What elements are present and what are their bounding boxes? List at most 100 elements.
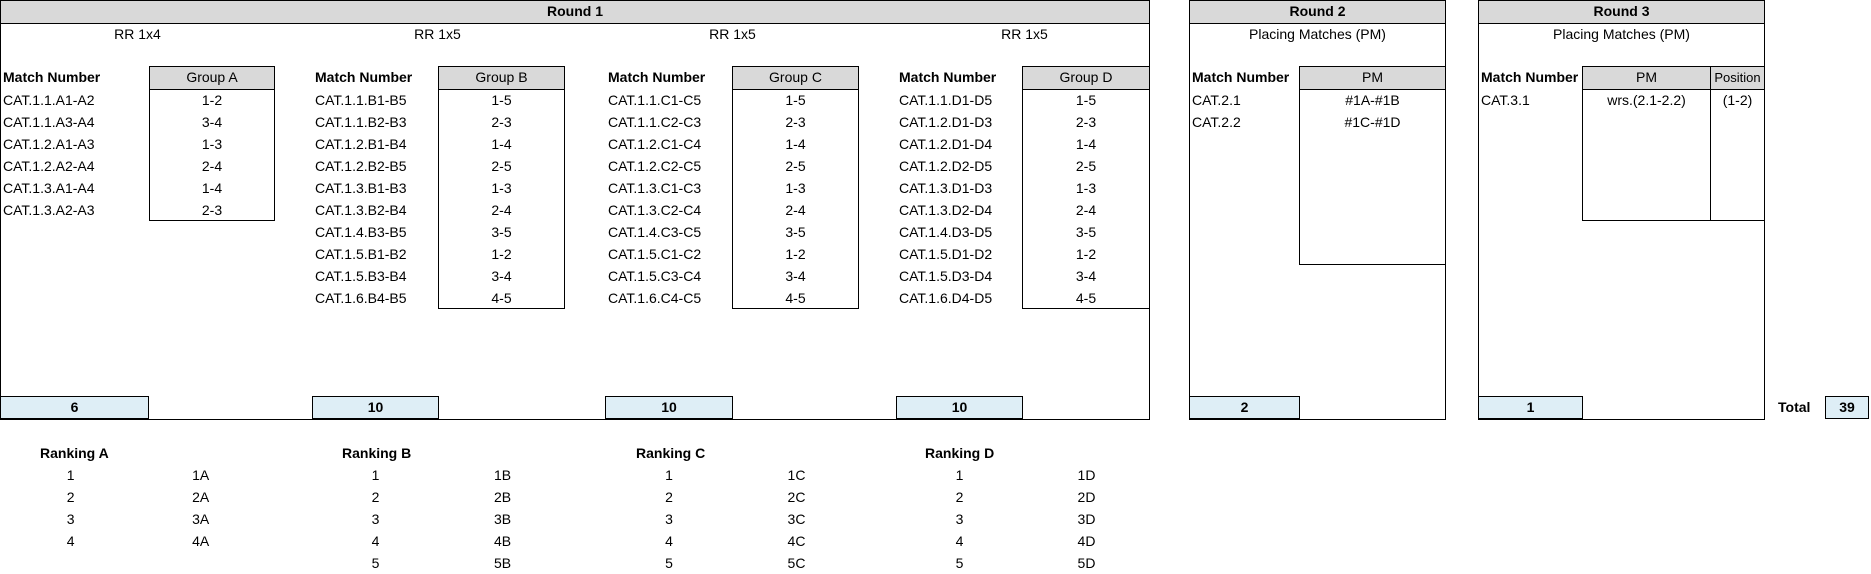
rank-seed: 3A xyxy=(192,511,210,527)
round3-subtitle: Placing Matches (PM) xyxy=(1553,26,1690,42)
match-number: CAT.1.2.C2-C5 xyxy=(608,158,702,174)
pairing: 2-3 xyxy=(491,114,512,130)
rank-seed: 2D xyxy=(1077,489,1096,505)
match-number: CAT.1.6.B4-B5 xyxy=(315,290,407,306)
rank-number: 3 xyxy=(955,511,964,527)
rank-seed: 4B xyxy=(493,533,512,549)
rank-seed: 4C xyxy=(787,533,806,549)
rank-number: 1 xyxy=(371,467,380,483)
pairing: 1-5 xyxy=(1075,92,1097,108)
match-number: CAT.1.6.C4-C5 xyxy=(608,290,702,306)
round2-match-number-header: Match Number xyxy=(1192,69,1290,85)
pairing: 2-4 xyxy=(1075,202,1097,218)
rank-number: 5 xyxy=(371,555,380,571)
match-number: CAT.1.2.B2-B5 xyxy=(315,158,407,174)
pairing: 2-4 xyxy=(785,202,806,218)
rank-number: 1 xyxy=(955,467,964,483)
rank-seed: 1D xyxy=(1077,467,1096,483)
group-a-format: RR 1x4 xyxy=(114,26,161,42)
match-number: CAT.1.4.B3-B5 xyxy=(315,224,407,240)
rank-number: 2 xyxy=(955,489,964,505)
match-number: CAT.2.1 xyxy=(1192,92,1241,108)
round2-pm-list: #1A-#1B #1C-#1D xyxy=(1299,89,1446,133)
rank-number: 3 xyxy=(371,511,380,527)
rank-seed: 5C xyxy=(787,555,806,571)
pairing: 1-3 xyxy=(785,180,806,196)
round2-match-list: CAT.2.1 CAT.2.2 xyxy=(1192,89,1292,133)
match-number: CAT.1.2.C1-C4 xyxy=(608,136,702,152)
rank-number: 2 xyxy=(665,489,673,505)
match-number: CAT.1.5.D3-D4 xyxy=(899,268,993,284)
group-b-match-list: CAT.1.1.B1-B5 CAT.1.1.B2-B3 CAT.1.2.B1-B… xyxy=(315,89,435,309)
round3-position-header: Position xyxy=(1711,67,1764,90)
pairing: 3-4 xyxy=(201,114,223,130)
pairing: 1-2 xyxy=(1075,246,1097,262)
round3-panel: Round 3 xyxy=(1478,0,1765,420)
rank-number: 4 xyxy=(371,533,380,549)
match-number: CAT.1.1.C1-C5 xyxy=(608,92,702,108)
pairing: 1-3 xyxy=(491,180,512,196)
group-c-match-number-header: Match Number xyxy=(608,69,706,85)
rank-seed: 3D xyxy=(1077,511,1096,527)
group-d-match-list: CAT.1.1.D1-D5 CAT.1.2.D1-D3 CAT.1.2.D1-D… xyxy=(899,89,1019,309)
match-number: CAT.1.2.D2-D5 xyxy=(899,158,993,174)
round2-title: Round 2 xyxy=(1190,1,1445,24)
group-d-format: RR 1x5 xyxy=(1001,26,1048,42)
pairing: 4-5 xyxy=(491,290,512,306)
pairing: 2-5 xyxy=(1075,158,1097,174)
pairing: 1-2 xyxy=(491,246,512,262)
match-number: CAT.1.5.C1-C2 xyxy=(608,246,702,262)
match-number: CAT.1.1.C2-C3 xyxy=(608,114,702,130)
round3-pm-list: wrs.(2.1-2.2) xyxy=(1582,89,1711,111)
group-d-match-number-header: Match Number xyxy=(899,69,997,85)
rank-number: 2 xyxy=(66,489,75,505)
match-number: CAT.1.3.A1-A4 xyxy=(3,180,95,196)
rank-number: 3 xyxy=(66,511,75,527)
rank-seed: 5B xyxy=(493,555,512,571)
group-b-count: 10 xyxy=(312,396,439,419)
rank-seed: 1A xyxy=(192,467,210,483)
group-a-match-number-header: Match Number xyxy=(3,69,101,85)
match-number: CAT.1.2.D1-D3 xyxy=(899,114,993,130)
pairing: 3-4 xyxy=(1075,268,1097,284)
round2-count: 2 xyxy=(1189,396,1300,419)
pairing: 3-5 xyxy=(1075,224,1097,240)
pairing: 3-5 xyxy=(785,224,806,240)
match-number: CAT.1.1.B1-B5 xyxy=(315,92,407,108)
rank-seed: 1C xyxy=(787,467,806,483)
match-number: CAT.1.3.B1-B3 xyxy=(315,180,407,196)
group-b-pair-list: 1-5 2-3 1-4 2-5 1-3 2-4 3-5 1-2 3-4 4-5 xyxy=(438,89,565,309)
rank-number: 3 xyxy=(665,511,673,527)
ranking-c: Ranking C 1 2 3 4 5 1C 2C 3C 4C 5C xyxy=(605,442,865,574)
ranking-b-title: Ranking B xyxy=(342,445,412,461)
match-number: CAT.1.4.C3-C5 xyxy=(608,224,702,240)
round3-pm-header: PM xyxy=(1583,67,1710,90)
rank-number: 4 xyxy=(955,533,964,549)
match-number: CAT.1.3.A2-A3 xyxy=(3,202,95,218)
pm-pairing: #1C-#1D xyxy=(1344,114,1401,130)
match-number: CAT.1.3.C1-C3 xyxy=(608,180,702,196)
rank-seed: 1B xyxy=(493,467,512,483)
rank-seed: 3B xyxy=(493,511,512,527)
group-c-box: Group C xyxy=(732,66,859,309)
round3-position-box: Position xyxy=(1710,66,1765,221)
match-number: CAT.1.5.C3-C4 xyxy=(608,268,702,284)
round3-match-number-header: Match Number xyxy=(1481,69,1579,85)
ranking-d-title: Ranking D xyxy=(925,445,995,461)
group-d-pair-list: 1-5 2-3 1-4 2-5 1-3 2-4 3-5 1-2 3-4 4-5 xyxy=(1022,89,1150,309)
pairing: 2-5 xyxy=(785,158,806,174)
group-d-box: Group D xyxy=(1022,66,1150,309)
group-b-match-number-header: Match Number xyxy=(315,69,413,85)
match-number: CAT.1.3.D2-D4 xyxy=(899,202,993,218)
group-a-header: Group A xyxy=(150,67,274,90)
round3-count: 1 xyxy=(1478,396,1583,419)
group-c-count: 10 xyxy=(605,396,733,419)
total-value: 39 xyxy=(1825,396,1869,419)
rank-number: 5 xyxy=(955,555,964,571)
pairing: 2-4 xyxy=(491,202,512,218)
pairing: 2-3 xyxy=(785,114,806,130)
rank-seed: 4A xyxy=(192,533,210,549)
pairing: 1-4 xyxy=(1075,136,1097,152)
rank-seed: 2A xyxy=(192,489,210,505)
ranking-c-title: Ranking C xyxy=(636,445,706,461)
